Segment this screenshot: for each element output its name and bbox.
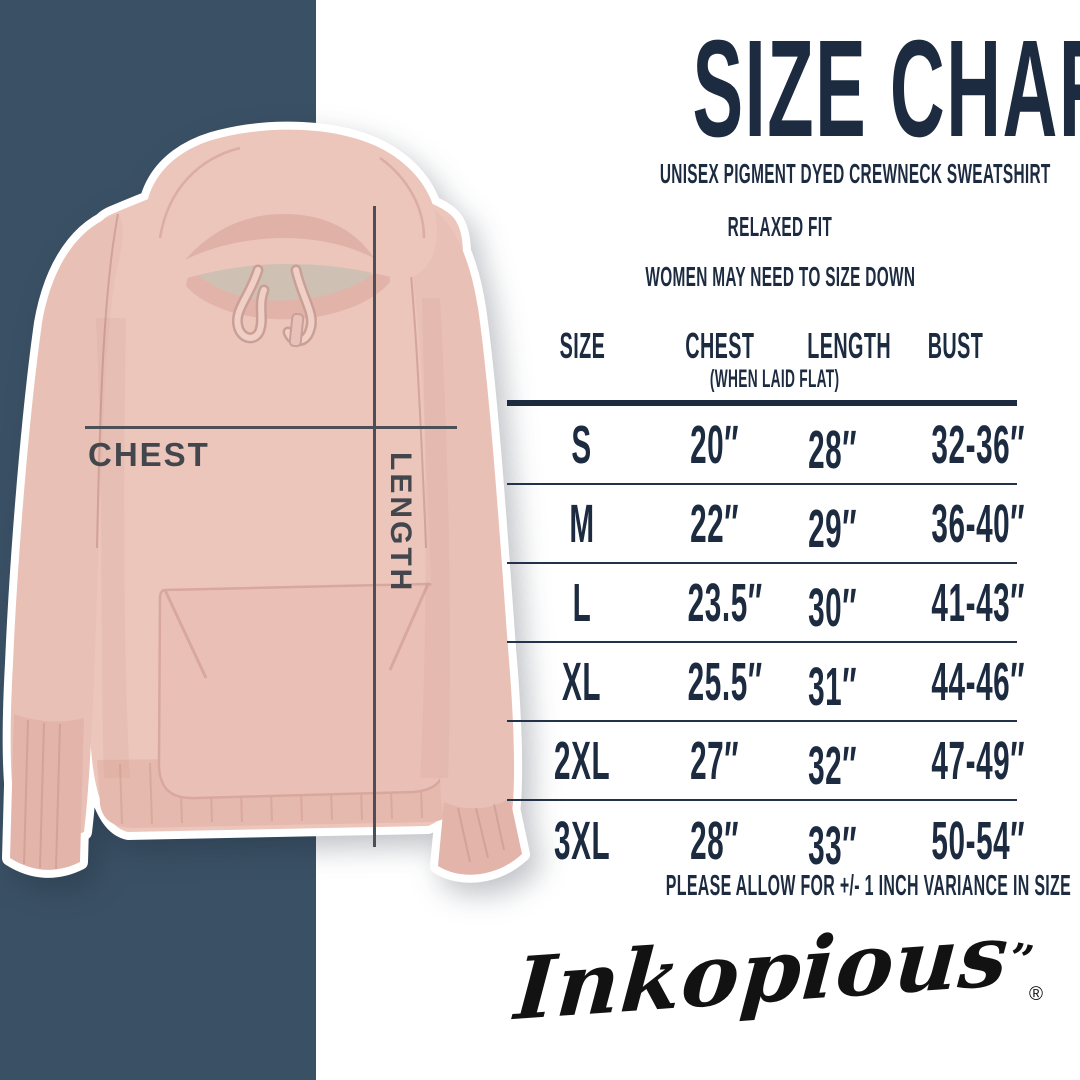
page-title: SIZE CHART: [692, 12, 1080, 166]
length-cell: 30″: [808, 577, 858, 638]
hoodie-photo-illustration: [0, 118, 545, 890]
size-cell: 3XL: [553, 810, 611, 871]
size-cell: L: [572, 572, 592, 633]
drawstrings: [231, 264, 317, 348]
chest-cell: 27″: [690, 730, 740, 791]
chest-measure-label: CHEST: [88, 436, 210, 473]
col-header-size: SIZE: [559, 325, 605, 366]
col-header-length: LENGTH: [807, 325, 892, 366]
table-row-l: L 23.5″ 30″ 41-43″: [507, 564, 1025, 643]
subtitle-fit: RELAXED FIT: [727, 211, 833, 242]
brand-logo: Inkopious”®: [500, 905, 1060, 1052]
hood-fold: [185, 214, 374, 260]
bust-cell: 44-46″: [931, 651, 1026, 712]
size-cell: XL: [562, 651, 602, 712]
chest-cell: 25.5″: [687, 651, 763, 712]
length-cell: 28″: [808, 419, 858, 480]
length-cell: 32″: [808, 735, 858, 796]
table-row-3xl: 3XL 28″ 33″ 50-54″: [507, 801, 1025, 880]
length-measure-label: LENGTH: [384, 452, 417, 594]
brand-logo-text: Inkopious: [511, 905, 1013, 1040]
hoodie-body: [10, 129, 522, 875]
subtitle-sizing-advice: WOMEN MAY NEED TO SIZE DOWN: [645, 261, 915, 292]
length-cell: 31″: [808, 656, 858, 717]
registered-trademark-icon: ®: [1028, 984, 1043, 1005]
chest-cell: 20″: [690, 414, 740, 475]
col-header-chest: CHEST (WHEN LAID FLAT): [685, 325, 840, 393]
chest-measure-line: [85, 426, 457, 429]
length-cell: 33″: [808, 815, 858, 876]
size-table-header: SIZE CHEST (WHEN LAID FLAT) LENGTH BUST: [507, 325, 1017, 393]
variance-note: PLEASE ALLOW FOR +/- 1 INCH VARIANCE IN …: [665, 870, 1072, 902]
col-header-bust: BUST: [927, 325, 983, 366]
subtitle-product: UNISEX PIGMENT DYED CREWNECK SWEATSHIRT: [659, 158, 1051, 189]
size-cell: S: [571, 414, 593, 475]
chest-cell: 23.5″: [687, 572, 763, 633]
table-header-rule: [507, 400, 1017, 406]
size-cell: M: [569, 493, 595, 554]
bust-cell: 41-43″: [931, 572, 1026, 633]
table-row-s: S 20″ 28″ 32-36″: [507, 406, 1025, 485]
bust-cell: 47-49″: [931, 730, 1026, 791]
bust-cell: 50-54″: [931, 810, 1026, 871]
table-row-xl: XL 25.5″ 31″ 44-46″: [507, 643, 1025, 722]
length-cell: 29″: [808, 498, 858, 559]
bust-cell: 32-36″: [931, 414, 1026, 475]
chest-cell: 28″: [690, 810, 740, 871]
chest-cell: 22″: [690, 493, 740, 554]
length-measure-line: [373, 206, 376, 847]
size-cell: 2XL: [553, 730, 611, 791]
table-row-2xl: 2XL 27″ 32″ 47-49″: [507, 722, 1025, 801]
bust-cell: 36-40″: [931, 493, 1026, 554]
chest-subnote: (WHEN LAID FLAT): [709, 365, 840, 393]
table-row-m: M 22″ 29″ 36-40″: [507, 485, 1025, 564]
size-table-body: S 20″ 28″ 32-36″ M 22″ 29″ 36-40″ L 23.5…: [507, 406, 1025, 880]
kangaroo-pocket: [157, 582, 448, 800]
left-cuff: [10, 714, 84, 870]
